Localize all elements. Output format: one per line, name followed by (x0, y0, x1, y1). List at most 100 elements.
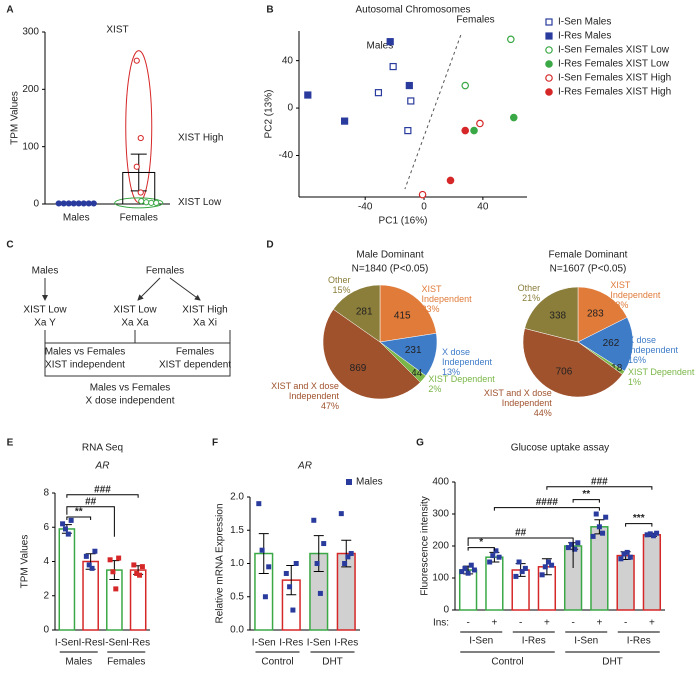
slice-category: XIST and X dose Independent (271, 380, 339, 401)
legend-marker (346, 479, 352, 485)
slice-percent: 2% (428, 383, 442, 394)
slice-label-box: XIST and X dose Independent 44% (480, 388, 552, 418)
legend-label: I-Sen Females XIST High (558, 73, 671, 84)
panel-label: D (266, 240, 273, 251)
panel-label: C (6, 240, 13, 251)
data-point (575, 540, 581, 546)
data-point (113, 586, 119, 592)
data-point (522, 565, 528, 571)
sig-label: *** (633, 513, 645, 524)
y-tick-label: 0.5 (230, 591, 244, 602)
data-point (462, 565, 468, 571)
diagram-bracket (44, 330, 231, 377)
diagram-node: Females (176, 347, 214, 358)
data-point (259, 547, 265, 553)
x-tick-label: - (571, 618, 574, 629)
data-point (55, 200, 62, 207)
data-point (85, 200, 92, 207)
sig-bracket (467, 547, 495, 551)
y-axis-label: TPM Values (10, 91, 21, 145)
data-point (65, 531, 71, 537)
y-tick-label: 0 (443, 605, 449, 616)
data-point (256, 501, 262, 507)
sig-label: ## (85, 496, 97, 507)
slice-category: XIST and X dose Independent (483, 387, 552, 408)
slice-category: X dose Independent (628, 334, 679, 355)
pie-slice (322, 308, 421, 400)
data-point (86, 562, 92, 568)
chart-title: Male Dominant (356, 250, 423, 261)
pie-slice (522, 328, 623, 398)
slice-percent: 47% (320, 400, 339, 411)
data-point (509, 113, 518, 122)
data-point (569, 541, 575, 547)
x-tick-label: + (649, 618, 655, 629)
x-tick-label: - (519, 618, 522, 629)
slice-label-box: XIST Dependent 2% (428, 374, 500, 394)
data-point (549, 562, 555, 568)
data-point (60, 521, 66, 527)
y-axis-label: PC2 (13%) (264, 90, 275, 139)
y-tick-label: 0 (287, 103, 293, 114)
prefix-label: Ins: (433, 618, 449, 629)
y-axis-label: TPM Values (20, 535, 31, 589)
x-tick-label: I-Res (79, 638, 103, 649)
diagram-node: XIST High (182, 305, 227, 316)
data-point (90, 200, 97, 207)
data-point (654, 530, 660, 536)
data-point (133, 57, 140, 64)
x-tick-label: - (466, 618, 469, 629)
x-tick-label: I-Res (334, 638, 358, 649)
data-point (137, 134, 144, 142)
data-point (545, 559, 551, 565)
data-point (572, 546, 578, 552)
diagram-node: X dose independent (86, 396, 175, 407)
data-point (596, 524, 602, 530)
x-tick-label: -40 (358, 202, 373, 213)
slice-category: XIST Independent (421, 283, 472, 304)
y-tick-label: 0 (33, 199, 39, 210)
panel-label: E (7, 438, 14, 449)
x-tick-label: I-Sen (102, 638, 126, 649)
bar (129, 569, 147, 631)
data-point (80, 200, 87, 207)
data-point (386, 38, 394, 46)
group-label: DHT (602, 657, 623, 668)
chart-title: Glucose uptake assay (511, 443, 609, 454)
slice-category: XIST Dependent (628, 366, 695, 377)
diagram-node: XIST independent (45, 360, 125, 371)
data-point (89, 565, 95, 571)
slice-percent: 13% (441, 367, 460, 378)
y-tick-label: 2.0 (230, 492, 244, 503)
pie-slice (577, 317, 634, 372)
data-point (342, 561, 348, 566)
slice-category: X dose Independent (441, 347, 493, 368)
data-point (516, 559, 522, 565)
y-tick-label: 400 (432, 477, 449, 488)
slice-value: 262 (603, 338, 620, 349)
legend-marker (545, 74, 553, 82)
data-point (644, 532, 650, 538)
panel-label: A (6, 5, 13, 16)
slice-value: 283 (587, 309, 604, 320)
data-point (116, 555, 122, 561)
highlight-ellipse (114, 197, 164, 209)
sig-label: * (479, 537, 483, 548)
diagram-node: Xa Y (34, 318, 56, 329)
data-point (647, 531, 653, 537)
data-point (459, 569, 465, 575)
chart-subtitle: AR (297, 461, 312, 472)
slice-label-box: XIST Dependent 1% (628, 367, 700, 387)
data-point (418, 190, 427, 199)
bar (590, 526, 609, 611)
data-point (539, 572, 545, 578)
y-tick-label: 1.5 (230, 525, 244, 536)
data-point (496, 554, 502, 560)
x-tick-label: I-Res (279, 638, 303, 649)
group-label: DHT (322, 657, 343, 668)
sig-bracket (572, 499, 600, 503)
slice-category: XIST Independent (610, 279, 661, 300)
slice-percent: 44% (533, 407, 552, 418)
